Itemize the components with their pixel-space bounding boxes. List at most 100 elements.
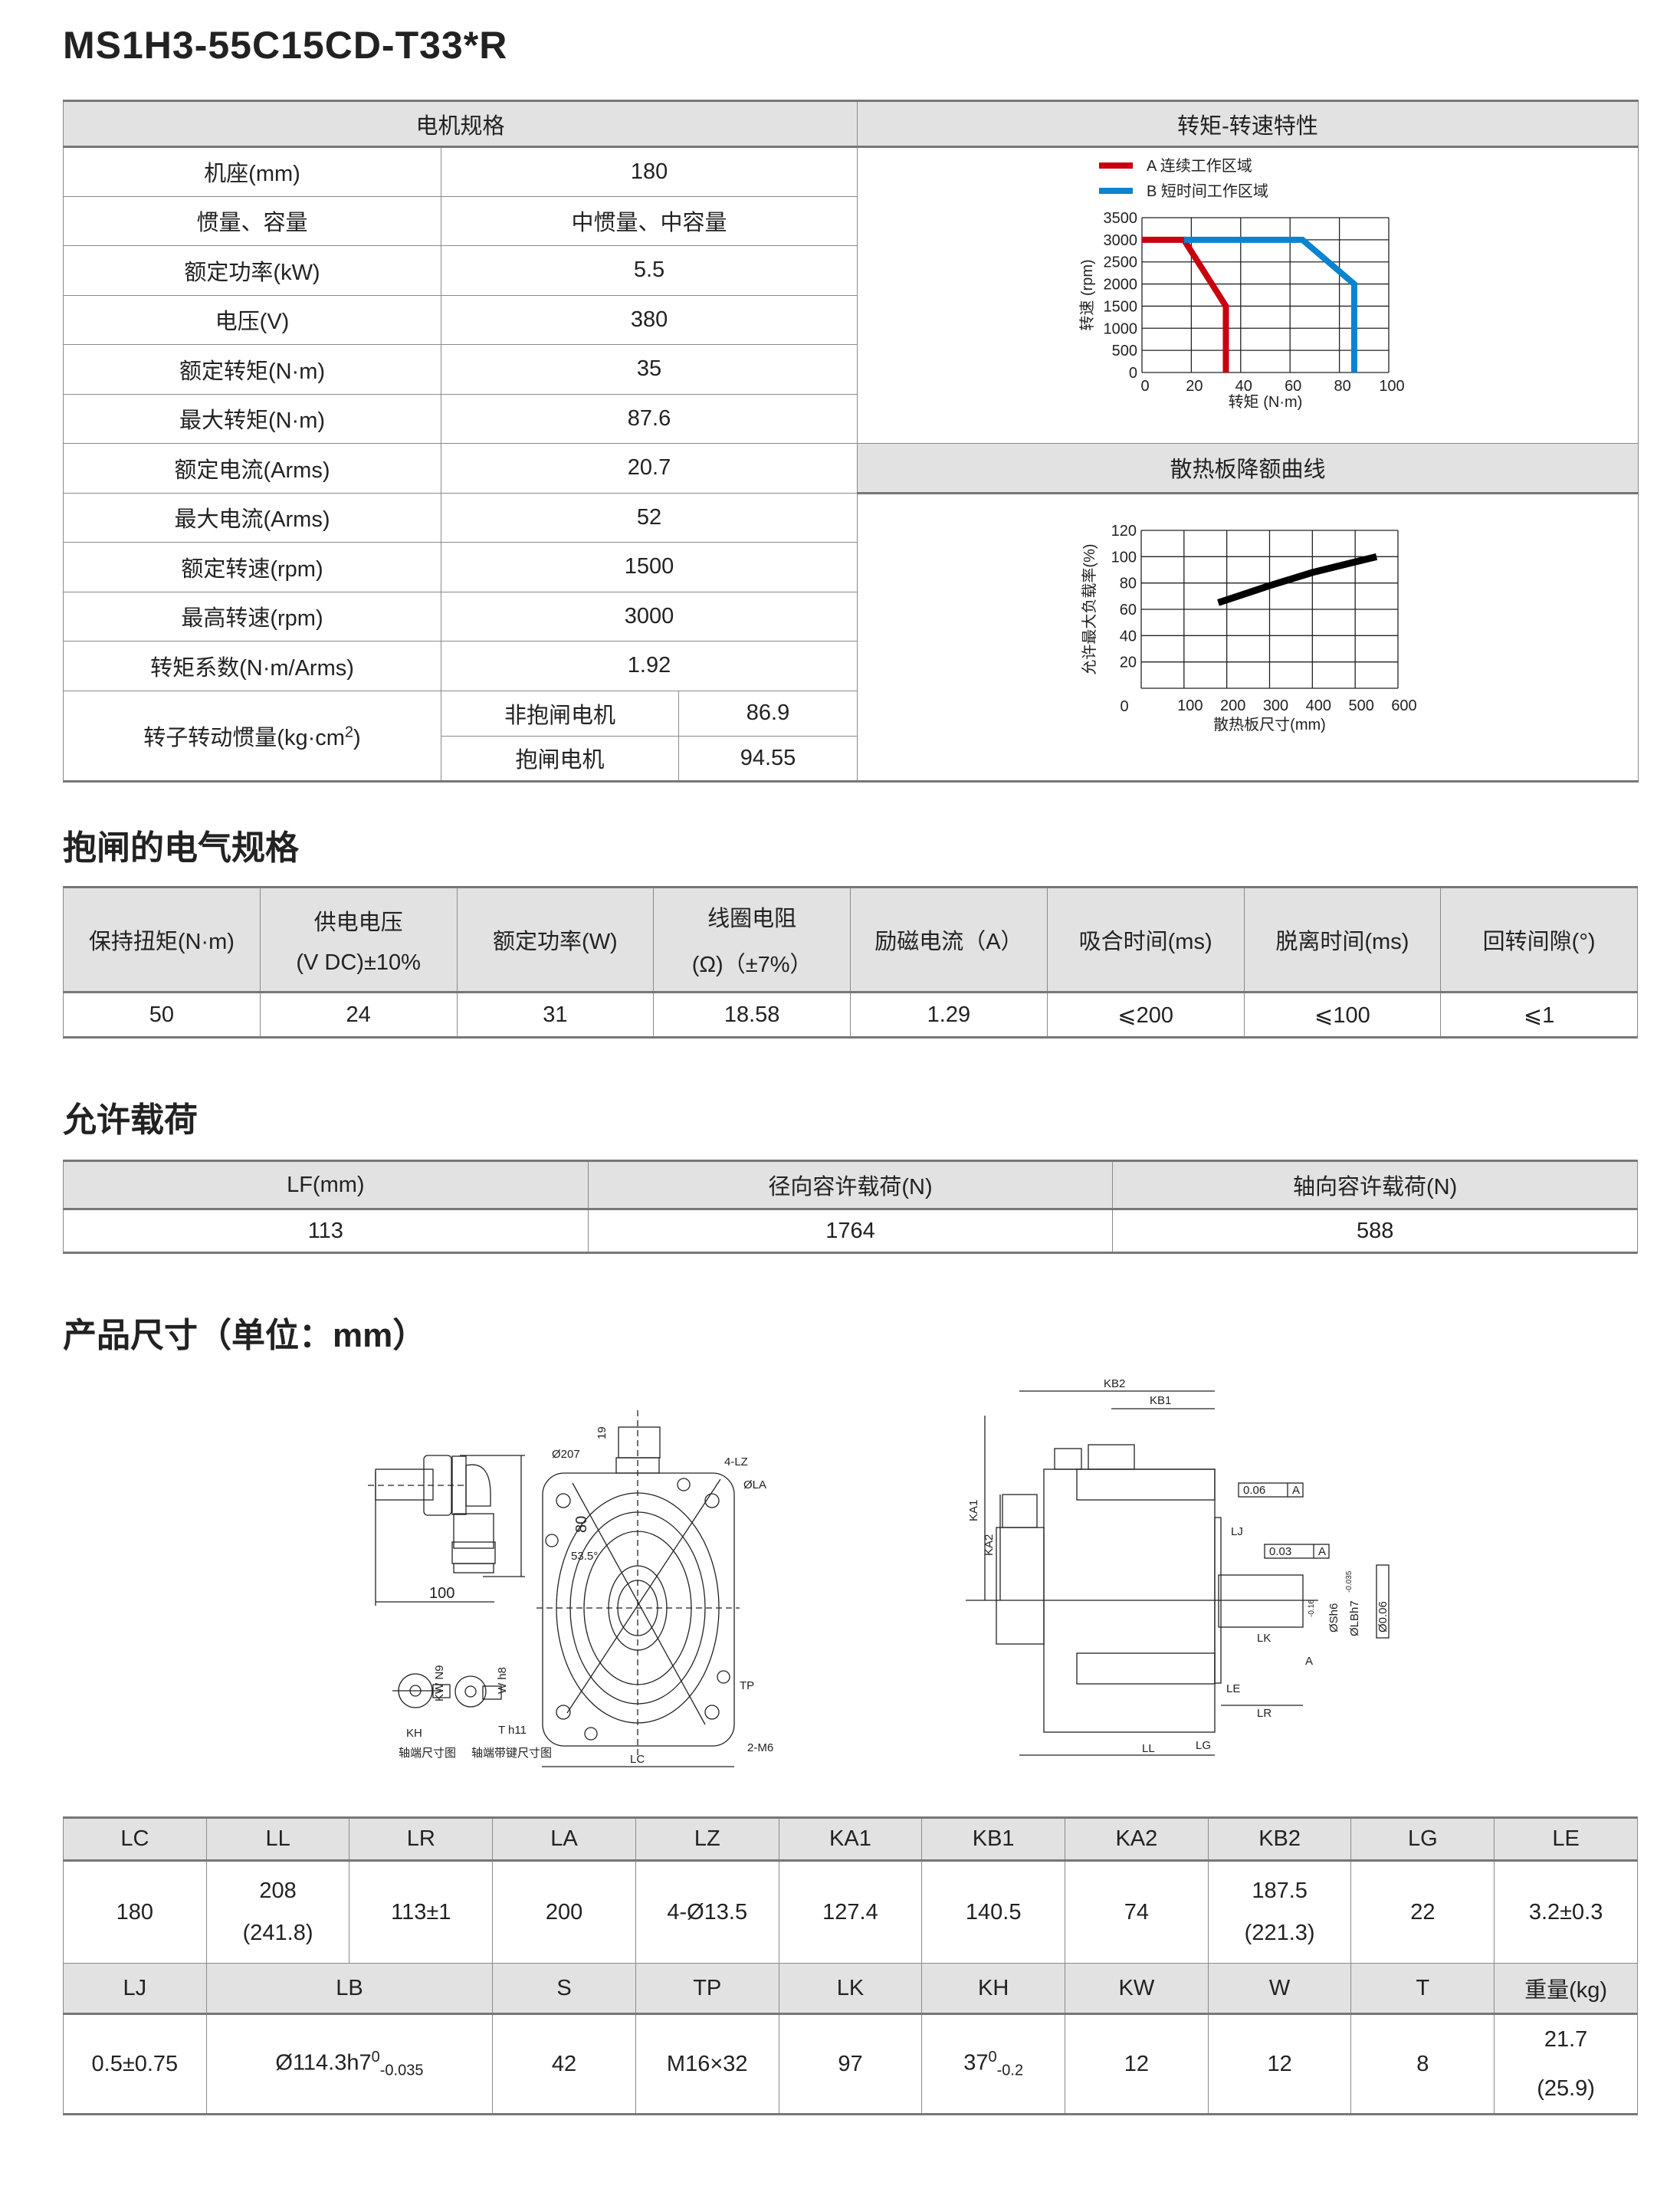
load-section-title: 允许载荷 xyxy=(63,1101,198,1139)
brake-header: 线圈电阻 (Ω)（±7%） xyxy=(653,887,851,993)
spec-label: 机座(mm) xyxy=(63,146,441,197)
shaft-end-drawing: KW N9 W h8 KH T h11 轴端尺寸图 轴端带键尺寸图 xyxy=(392,1665,552,1760)
brake-header: 回转间隙(°) xyxy=(1440,887,1638,993)
brake-header-line1: 线圈电阻 xyxy=(707,907,797,931)
dim-header-ll: LL xyxy=(205,1817,350,1862)
y-tick-label: 1500 xyxy=(1104,298,1138,315)
spec-label: 额定转矩(N·m) xyxy=(63,344,441,395)
dim-value-lc: 180 xyxy=(63,1860,207,1964)
series-line-0 xyxy=(1142,236,1229,372)
dim-value-ll: 208 (241.8) xyxy=(205,1860,350,1964)
y-tick-label: 3500 xyxy=(1104,210,1138,227)
series-line-0 xyxy=(1217,553,1378,606)
spec-label: 额定功率(kW) xyxy=(63,245,441,296)
dim-value-tp: M16×32 xyxy=(635,2013,779,2115)
spec-label: 最大电流(Arms) xyxy=(63,492,441,543)
dim-value-kb2: 187.5 (221.3) xyxy=(1207,1860,1352,1964)
legend-label-1: B 短时间工作区域 xyxy=(1147,182,1268,200)
kh-sup: 0 xyxy=(988,2048,997,2066)
brake-header-line2: (V DC)±10% xyxy=(296,950,421,975)
y-tick-label: 1000 xyxy=(1104,320,1138,337)
dim-value-s: 42 xyxy=(492,2013,636,2115)
spec-value: 中惯量、中容量 xyxy=(440,195,858,246)
spec-value: 1.92 xyxy=(440,641,858,691)
x-tick-label: 100 xyxy=(1379,378,1404,395)
lb-sub: -0.035 xyxy=(379,2062,424,2079)
origin-label: 0 xyxy=(1120,698,1128,715)
dim-header-w: W xyxy=(1207,1963,1352,2015)
dim-value-main: 180 xyxy=(116,1899,154,1925)
series-line-1 xyxy=(1183,236,1357,372)
brake-header-line1: 供电电压 xyxy=(313,910,403,935)
tp-label: TP xyxy=(740,1679,754,1692)
load-table: LF(mm) 径向容许载荷(N) 轴向容许载荷(N) 113 1764 588 xyxy=(63,1160,1638,1254)
dim-value-brake: (221.3) xyxy=(1244,1921,1315,1945)
conn-length-label: 100 xyxy=(429,1585,454,1602)
brake-value: 24 xyxy=(259,992,458,1038)
dim-value-t: 8 xyxy=(1350,2013,1495,2115)
dims-section-title: 产品尺寸（单位：mm） xyxy=(63,1317,427,1354)
lg-label: LG xyxy=(1196,1739,1211,1752)
ll-label: LL xyxy=(1142,1742,1155,1755)
load-value: 1764 xyxy=(587,1209,1114,1253)
shaft-end-caption: 轴端尺寸图 xyxy=(399,1747,456,1760)
dim-header-lg: LG xyxy=(1350,1817,1495,1862)
angle-label: 53.5° xyxy=(571,1550,598,1563)
dim-value-kw: 12 xyxy=(1065,2013,1209,2115)
t-label: T h11 xyxy=(498,1724,527,1737)
y-tick-label: 60 xyxy=(1120,602,1137,619)
spec-label: 转矩系数(N·m/Arms) xyxy=(63,641,441,691)
y-tick-label: 40 xyxy=(1120,628,1137,645)
d207-label: Ø207 xyxy=(552,1448,580,1461)
y-axis-title: 允许最大负载率(%) xyxy=(1081,543,1098,674)
dim-value-lb: Ø114.3h70-0.035 xyxy=(205,2013,494,2115)
dims-table: LC LL LR LA LZ KA1 KB1 KA2 KB2 LG LE 180 208 (241.8)… xyxy=(63,1816,1638,2115)
dim-value-w: 12 xyxy=(1207,2013,1352,2115)
brake-header-line1: 吸合时间(ms) xyxy=(1078,930,1212,954)
dim-value-main: 127.4 xyxy=(822,1899,878,1925)
dim-value-la: 200 xyxy=(492,1860,636,1964)
dim-value-lg: 22 xyxy=(1350,1860,1495,1964)
m6-label: 2-M6 xyxy=(747,1741,773,1754)
x-tick-label: 300 xyxy=(1263,697,1288,714)
dim-value-ka1: 127.4 xyxy=(778,1860,923,1964)
spec-value: 5.5 xyxy=(440,245,858,296)
y-tick-label: 3000 xyxy=(1104,232,1138,249)
perp-tol-label: 0.06 xyxy=(1243,1484,1265,1497)
y-tick-label: 2500 xyxy=(1104,254,1138,271)
dim-value-main: 3.2±0.3 xyxy=(1528,1899,1603,1925)
brake-header-line1: 回转间隙(°) xyxy=(1482,930,1596,954)
dim-header-s: S xyxy=(492,1963,636,2015)
ka1-label: KA1 xyxy=(967,1500,980,1521)
spec-label: 最大转矩(N·m) xyxy=(63,393,441,444)
brake-value: 18.58 xyxy=(653,992,851,1038)
brake-table: 保持扭矩(N·m) 供电电压 (V DC)±10% 额定功率(W) 线圈电阻 (Ω)（±7… xyxy=(63,886,1638,1039)
brake-value: 1.29 xyxy=(850,992,1048,1038)
y-tick-label: 500 xyxy=(1112,343,1137,359)
dim-header-la: LA xyxy=(492,1817,636,1862)
dim-header-le: LE xyxy=(1494,1817,1638,1862)
inertia-sub-label: 抱闸电机 xyxy=(441,735,679,782)
brake-value: 31 xyxy=(456,992,655,1038)
inertia-label: 转子转动惯量(kg·cm2) xyxy=(63,690,441,782)
derating-chart-cell xyxy=(857,492,1639,782)
spec-label: 额定电流(Arms) xyxy=(63,443,441,494)
dim-value-main: 74 xyxy=(1124,1899,1150,1925)
inertia-label-text: 转子转动惯量(kg·cm xyxy=(143,725,345,750)
y-axis-title: 转速 (rpm) xyxy=(1078,259,1096,330)
spec-value: 35 xyxy=(440,344,858,395)
datum-a-label-2: A xyxy=(1318,1545,1326,1558)
x-tick-label: 60 xyxy=(1285,378,1301,395)
inertia-sub-value: 86.9 xyxy=(678,690,858,737)
x-tick-label: 20 xyxy=(1186,378,1203,395)
dim-value-le: 3.2±0.3 xyxy=(1494,1860,1638,1964)
brake-header: 吸合时间(ms) xyxy=(1046,887,1245,993)
dim-header-lz: LZ xyxy=(635,1817,779,1862)
le-label: LE xyxy=(1226,1682,1240,1695)
load-header: LF(mm) xyxy=(63,1160,589,1210)
x-axis-title: 转矩 (N·m) xyxy=(1229,393,1303,411)
dim-value-ka2: 74 xyxy=(1065,1860,1209,1964)
weight-brake-value: (25.9) xyxy=(1537,2076,1595,2101)
sh-tol-label: -0.16 xyxy=(1308,1600,1316,1617)
x-tick-label: 40 xyxy=(1235,378,1252,395)
